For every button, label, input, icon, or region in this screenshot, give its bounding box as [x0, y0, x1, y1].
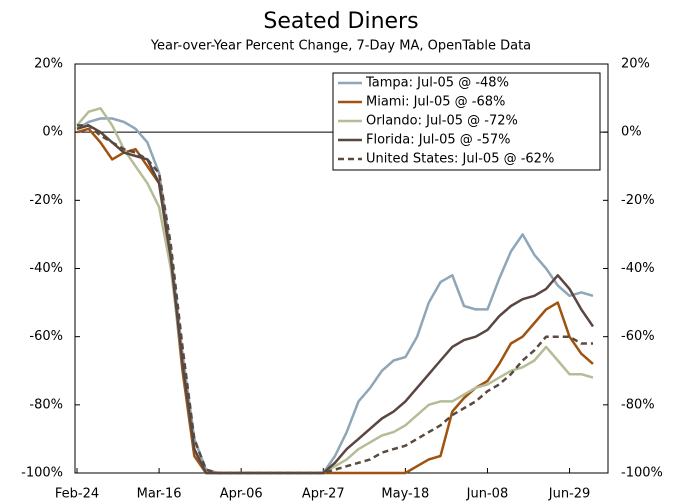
legend-label: Tampa: Jul-05 @ -48% — [365, 76, 509, 91]
y2-tick-label: -60% — [621, 329, 655, 344]
legend-box — [332, 72, 601, 171]
y2-tick-label: -40% — [621, 261, 655, 276]
y2-tick-label: -20% — [621, 193, 655, 208]
x-tick-label: Apr-27 — [302, 487, 345, 502]
chart-title: Seated Diners — [263, 9, 418, 34]
y-tick-label: -60% — [29, 329, 63, 344]
y-tick-label: 0% — [42, 125, 63, 140]
y2-tick-label: 20% — [621, 57, 650, 72]
series-line — [76, 127, 594, 475]
y-tick-label: -100% — [21, 466, 63, 481]
y-tick-label: -40% — [29, 261, 63, 276]
x-tick-label: Feb-24 — [55, 487, 99, 502]
x-tick-label: Jun-08 — [466, 487, 509, 502]
legend-label: United States: Jul-05 @ -62% — [366, 152, 554, 167]
y2-tick-label: -100% — [621, 466, 663, 481]
legend-label: Miami: Jul-05 @ -68% — [366, 95, 505, 110]
series-line — [76, 124, 595, 475]
x-tick-label: Apr-06 — [220, 487, 263, 502]
legend-label: Florida: Jul-05 @ -57% — [366, 133, 511, 148]
chart-subtitle: Year-over-Year Percent Change, 7-Day MA,… — [150, 39, 531, 54]
y2-tick-label: -80% — [621, 397, 655, 412]
x-tick-label: Mar-16 — [137, 487, 182, 502]
series-line — [76, 107, 594, 475]
x-tick-label: May-18 — [381, 487, 429, 502]
y-tick-label: -20% — [29, 193, 63, 208]
y-tick-label: 20% — [34, 57, 63, 72]
series-line — [77, 124, 593, 475]
x-tick-label: Jun-29 — [548, 487, 591, 502]
y-tick-label: -80% — [29, 397, 63, 412]
legend-label: Orlando: Jul-05 @ -72% — [366, 114, 518, 129]
y2-tick-label: 0% — [621, 125, 642, 140]
